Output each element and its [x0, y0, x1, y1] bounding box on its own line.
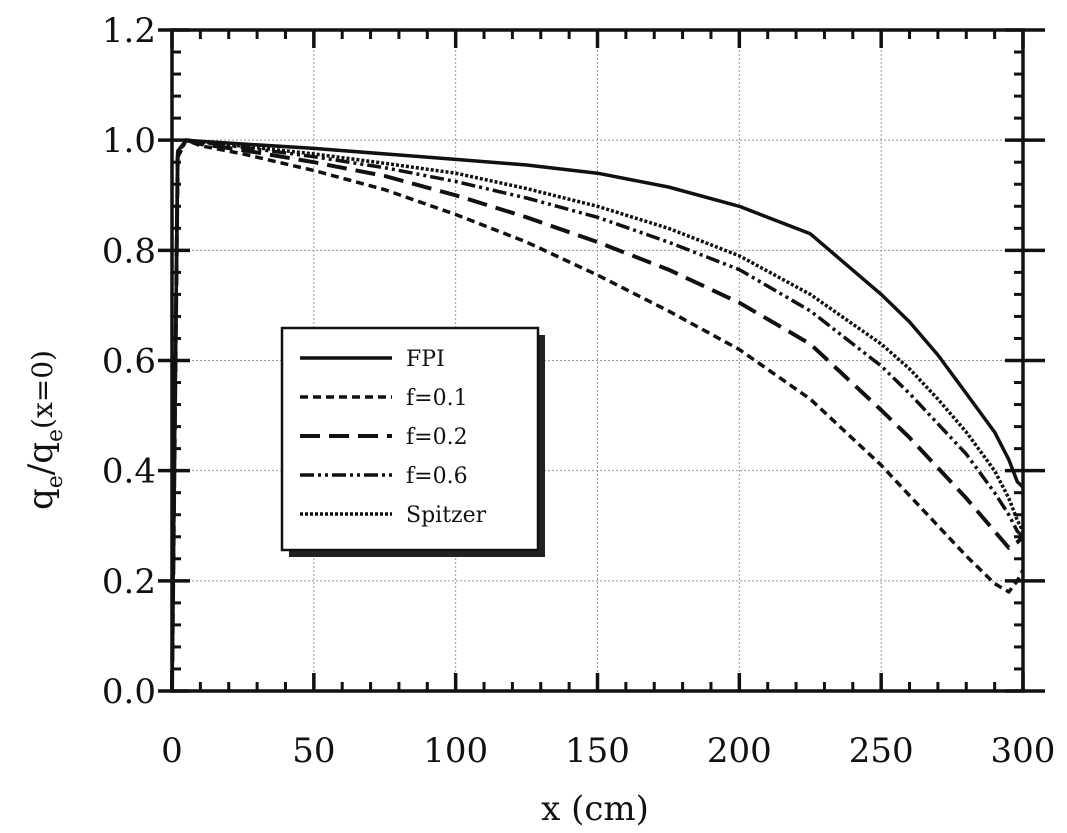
legend-label: f=0.2 [406, 425, 468, 450]
series-line-f-0-1 [170, 138, 1025, 692]
y-tick-label: 0.4 [102, 452, 156, 492]
y-tick-label: 0.2 [102, 562, 156, 602]
plot-frame [170, 28, 1025, 693]
legend-label: Spitzer [406, 503, 487, 528]
legend-label: FPI [406, 347, 445, 372]
series-line-f-0-2 [170, 138, 1025, 692]
x-tick-label: 300 [991, 731, 1056, 771]
y-tick-label: 1.0 [102, 121, 156, 161]
y-axis-title-q1: q [21, 488, 61, 510]
x-tick-labels: 0 50 100 150 200 250 300 [161, 731, 1055, 771]
y-axis-title-q2: q [21, 442, 61, 464]
legend-label: f=0.6 [406, 464, 468, 489]
legend-label: f=0.1 [406, 386, 468, 411]
legend: FPI f=0.1 f=0.2 f=0.6 Spitzer [280, 326, 545, 557]
y-axis-title-sub1: e [43, 475, 68, 488]
y-axis-title-suffix: (x=0) [26, 350, 59, 429]
y-tick-label: 0.6 [102, 342, 156, 382]
legend-box [280, 326, 540, 552]
y-tick-label: 0.0 [102, 672, 156, 712]
x-tick-label: 100 [423, 731, 488, 771]
y-tick-label: 0.8 [102, 231, 156, 271]
x-tick-label: 250 [849, 731, 914, 771]
series-layer [170, 138, 1025, 692]
x-axis-title: x (cm) [541, 789, 649, 829]
y-tick-label: 1.2 [102, 11, 156, 51]
y-axis-title-sub2: e [43, 429, 68, 442]
y-tick-labels: 0.0 0.2 0.4 0.6 0.8 1.0 1.2 [102, 11, 156, 712]
x-tick-label: 150 [565, 731, 630, 771]
y-axis-title: qe/qe(x=0) [21, 350, 68, 510]
x-tick-label: 50 [292, 731, 335, 771]
y-axis-title-slash: / [21, 463, 61, 475]
series-line-spitzer [170, 138, 1025, 692]
x-tick-label: 200 [707, 731, 772, 771]
x-tick-label: 0 [161, 731, 183, 771]
